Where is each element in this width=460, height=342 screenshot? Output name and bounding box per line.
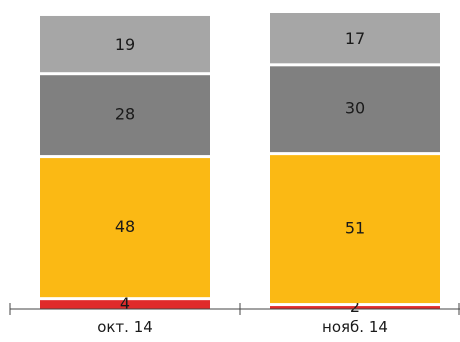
bar-segment: [40, 300, 210, 309]
bar-segment: [40, 158, 210, 298]
bar-segment: [270, 155, 440, 304]
data-label: 19: [115, 35, 135, 54]
bars-group: 4 48 28 19 2 51 30 17: [40, 13, 440, 316]
bar-segment: [40, 75, 210, 156]
x-axis: окт. 14 нояб. 14: [9, 303, 460, 336]
data-label: 51: [345, 219, 365, 238]
data-label: 30: [345, 99, 365, 118]
bar-segment: [270, 13, 440, 64]
x-tick-label: окт. 14: [97, 318, 153, 336]
bar-segment: [270, 306, 440, 309]
data-label: 2: [350, 297, 360, 316]
data-label: 17: [345, 29, 365, 48]
bar-segment: [40, 15, 210, 73]
data-label: 48: [115, 217, 135, 236]
data-label: 4: [120, 294, 130, 313]
bar-segment: [270, 66, 440, 153]
data-label: 28: [115, 105, 135, 124]
x-tick-label: нояб. 14: [322, 318, 388, 336]
